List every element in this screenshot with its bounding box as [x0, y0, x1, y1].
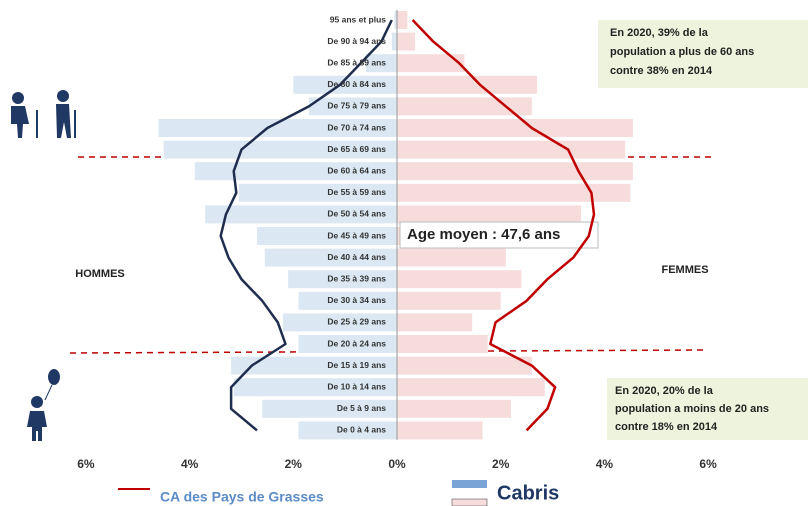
bar	[308, 97, 397, 116]
category-label: De 55 à 59 ans	[327, 187, 386, 197]
annotation-box	[607, 378, 808, 440]
category-label: De 45 à 49 ans	[327, 230, 386, 240]
bar	[257, 227, 397, 245]
category-label: De 70 à 74 ans	[327, 122, 386, 132]
category-label: De 30 à 34 ans	[327, 295, 386, 305]
category-label: 95 ans et plus	[330, 14, 386, 24]
x-tick-label: 2%	[285, 457, 303, 471]
right-label: FEMMES	[661, 264, 708, 276]
category-label: De 15 à 19 ans	[327, 360, 386, 370]
bar	[194, 162, 397, 181]
bar	[397, 162, 633, 181]
bar	[298, 291, 397, 310]
x-tick-label: 0%	[388, 457, 406, 471]
category-label: De 20 à 24 ans	[327, 338, 386, 348]
bar	[397, 119, 633, 137]
annotation-text: En 2020, 39% de la	[610, 27, 709, 39]
category-label: De 40 à 44 ans	[327, 252, 386, 262]
bar	[264, 248, 397, 267]
category-label: De 85 à 89 ans	[327, 57, 386, 67]
category-label: De 0 à 4 ans	[337, 425, 386, 435]
x-tick-label: 4%	[596, 457, 614, 471]
category-label: De 75 à 79 ans	[327, 101, 386, 111]
bar	[397, 140, 626, 159]
bar	[163, 140, 397, 159]
legend-label: CA des Pays de Grasses	[160, 489, 324, 505]
left-label: HOMMES	[75, 268, 125, 280]
annotation-text: Age moyen : 47,6 ans	[407, 226, 560, 243]
annotation-text: contre 38% en 2014	[610, 65, 713, 77]
bar	[298, 335, 397, 353]
bar	[397, 356, 532, 375]
bar	[394, 11, 397, 29]
category-label: De 60 à 64 ans	[327, 165, 386, 175]
bar	[397, 32, 416, 51]
elderly-icon	[11, 90, 76, 138]
bar	[365, 54, 397, 73]
bar	[238, 183, 397, 202]
child-icon	[27, 369, 60, 441]
bar	[397, 11, 408, 29]
x-tick-label: 6%	[77, 457, 95, 471]
bar	[233, 378, 397, 397]
x-tick-label: 6%	[699, 457, 717, 471]
x-tick-label: 4%	[181, 457, 199, 471]
annotation-text: population a moins de 20 ans	[615, 403, 769, 415]
category-label: De 25 à 29 ans	[327, 317, 386, 327]
annotation-text: population a plus de 60 ans	[610, 46, 754, 58]
legend-label: Cabris	[497, 482, 559, 504]
bar	[397, 54, 465, 73]
category-label: De 90 à 94 ans	[327, 36, 386, 46]
category-label: De 65 à 69 ans	[327, 144, 386, 154]
bar	[391, 32, 397, 51]
bar	[397, 291, 501, 310]
line	[411, 19, 596, 432]
legend-swatch	[451, 498, 488, 506]
bar	[282, 313, 397, 332]
bar	[397, 399, 512, 418]
bar	[288, 270, 397, 289]
bar	[397, 421, 483, 440]
bar	[397, 313, 473, 332]
category-label: De 50 à 54 ans	[327, 209, 386, 219]
bar	[397, 75, 537, 94]
annotation-text: En 2020, 20% de la	[615, 385, 714, 397]
bar	[397, 97, 532, 116]
annotation-box	[399, 221, 599, 249]
bar	[397, 248, 506, 267]
annotation-text: contre 18% en 2014	[615, 421, 718, 433]
bar	[205, 205, 397, 224]
bar	[262, 399, 397, 418]
bar	[298, 421, 397, 440]
category-label: De 35 à 39 ans	[327, 273, 386, 283]
bar	[397, 378, 545, 397]
bar	[293, 75, 397, 94]
x-tick-label: 2%	[492, 457, 510, 471]
legend-swatch	[452, 480, 487, 488]
bar	[158, 119, 397, 137]
bar	[397, 270, 522, 289]
bar	[231, 356, 397, 375]
line	[219, 19, 393, 432]
category-label: De 10 à 14 ans	[327, 381, 386, 391]
bar	[397, 335, 488, 353]
annotation-box	[598, 20, 808, 88]
bar	[397, 205, 582, 224]
bar	[397, 183, 631, 202]
category-label: De 80 à 84 ans	[327, 79, 386, 89]
category-label: De 5 à 9 ans	[337, 403, 386, 413]
threshold-line	[69, 349, 706, 354]
